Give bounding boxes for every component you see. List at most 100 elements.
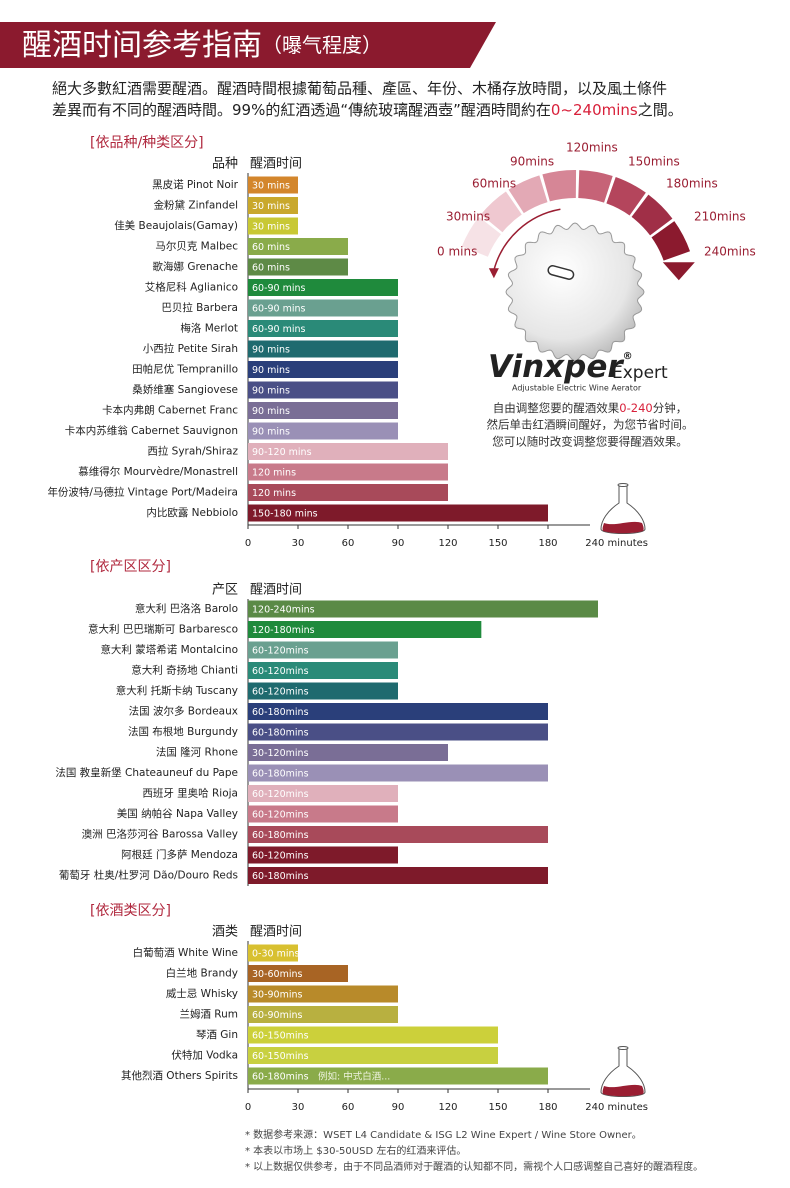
bar [248,258,348,276]
bar [248,826,548,843]
bar-label: 60 mins [252,242,290,253]
bar-label: 90 mins [252,345,290,356]
dial-label: 0 mins [437,245,477,259]
value-header: 醒酒时间 [250,157,302,172]
category-label: 阿根廷 门多萨 Mendoza [121,848,238,861]
bar [248,965,348,982]
bar-label: 60-180mins [252,830,309,841]
category-label: 法国 波尔多 Bordeaux [129,705,238,718]
bar-label: 60-120mins [252,810,309,821]
footnote: * 以上数据仅供参考，由于不同品酒师对于醒酒的认知都不同，需视个人口感调整自己喜… [245,1160,703,1173]
bar [248,279,398,296]
dial-label: 240mins [704,245,756,259]
category-label: 西拉 Syrah/Shiraz [147,445,238,458]
category-label: 田帕尼优 Tempranillo [132,363,238,376]
category-label: 梅洛 Merlot [180,322,238,335]
bar-label: 30-60mins [252,969,303,980]
category-header: 品种 [212,157,238,172]
x-tick-label: 150 [488,538,507,549]
dial-label: 120mins [566,141,618,155]
x-tick-label: 120 [438,1102,457,1113]
brand-name: Vinxper [488,349,624,385]
dial-segment [631,194,673,236]
category-label: 卡本内苏维翁 Cabernet Sauvignon [65,424,238,437]
category-label: 桑娇维塞 Sangiovese [132,383,238,396]
bar-label: 0-30 mins [252,949,299,960]
intro-text: 差異而有不同的醒酒時間。99%的紅酒透過“傳統玻璃醒酒壺”醒酒時間約在 [52,101,551,119]
x-tick-label: 180 [538,538,557,549]
dial-inner-arc [493,208,561,271]
bar-label: 120-180mins [252,625,315,636]
bar-label: 60-90 mins [252,283,306,294]
intro-line: 絕大多數紅酒需要醒酒。醒酒時間根據葡萄品種、產區、年份、木桶存放時間，以及風土條… [52,80,667,98]
category-label: 白兰地 Brandy [166,967,238,980]
footnote: * 本表以市场上 $30-50USD 左右的红酒来评估。 [245,1144,466,1157]
category-label: 伏特加 Vodka [171,1049,238,1062]
bar-label: 120-240mins [252,605,315,616]
category-label: 白葡萄酒 White Wine [133,946,238,959]
intro-text: 之間。 [638,101,683,119]
bar [248,1067,548,1085]
x-tick-label: 180 [538,1102,557,1113]
category-label: 慕维得尔 Mourvèdre/Monastrell [78,465,238,478]
category-header: 酒类 [212,925,238,940]
decanter-icon [600,1046,646,1097]
bar [248,1006,398,1023]
bar [248,641,398,659]
bar [248,621,482,638]
category-label: 年份波特/马德拉 Vintage Port/Madeira [47,486,238,499]
dial-segment [461,216,501,257]
category-label: 意大利 巴洛洛 Barolo [135,602,238,615]
category-label: 佳美 Beaujolais(Gamay) [114,219,238,232]
bar [248,682,398,700]
product-line: 自由调整您要的醒酒效果0-240分钟， [493,401,687,415]
bar [248,463,448,481]
product-text: 自由调整您要的醒酒效果 [493,401,620,415]
bar [248,381,398,399]
bar [248,402,398,419]
section-title: [依酒类区分] [90,903,171,919]
bar-label: 60-120mins [252,789,309,800]
intro-line: 差異而有不同的醒酒時間。99%的紅酒透過“傳統玻璃醒酒壺”醒酒時間約在0~240… [52,101,683,119]
intro-highlight: 0~240mins [551,101,638,119]
value-header: 醒酒时间 [250,925,302,940]
bar [248,484,448,501]
bar-label: 120 mins [252,468,296,479]
category-label: 内比欧露 Nebbiolo [146,506,238,519]
x-tick-label: 90 [392,538,405,549]
bar-label: 60-150mins [252,1051,309,1062]
knob-indicator [547,265,575,280]
dial-label: 30mins [446,210,490,224]
dial-segment [508,175,548,214]
bar [248,944,298,962]
category-label: 歌海娜 Grenache [153,260,239,273]
x-tick-label: 60 [342,1102,355,1113]
bar [248,361,398,378]
bar-label: 150-180 mins [252,509,318,520]
x-tick-label: 90 [392,1102,405,1113]
bar [248,299,398,317]
registered: ® [623,351,633,362]
value-header: 醒酒时间 [250,583,302,598]
category-label: 马尔贝克 Malbec [155,240,238,253]
bar-label: 60-90 mins [252,324,306,335]
bar [248,785,398,802]
footnote: * 数据参考来源：WSET L4 Candidate & ISG L2 Wine… [245,1128,642,1141]
page-title: 醒酒时间参考指南（曝气程度） [22,28,382,63]
category-label: 兰姆酒 Rum [179,1008,238,1021]
category-header: 产区 [212,583,238,598]
category-label: 美国 纳帕谷 Napa Valley [117,807,238,820]
category-label: 巴贝拉 Barbera [161,301,238,314]
dial-label: 150mins [628,155,680,169]
bar-label: 30-120mins [252,748,309,759]
category-label: 意大利 蒙塔希诺 Montalcino [100,643,238,656]
bar [248,867,548,884]
bar [248,217,298,235]
bar [248,805,398,823]
bar-label: 60-90 mins [252,304,306,315]
dial-segment [578,170,613,203]
bar [248,846,398,864]
bar-label: 60-180mins [252,871,309,882]
bar [248,764,548,782]
x-tick-label: 240 minutes [585,538,648,549]
